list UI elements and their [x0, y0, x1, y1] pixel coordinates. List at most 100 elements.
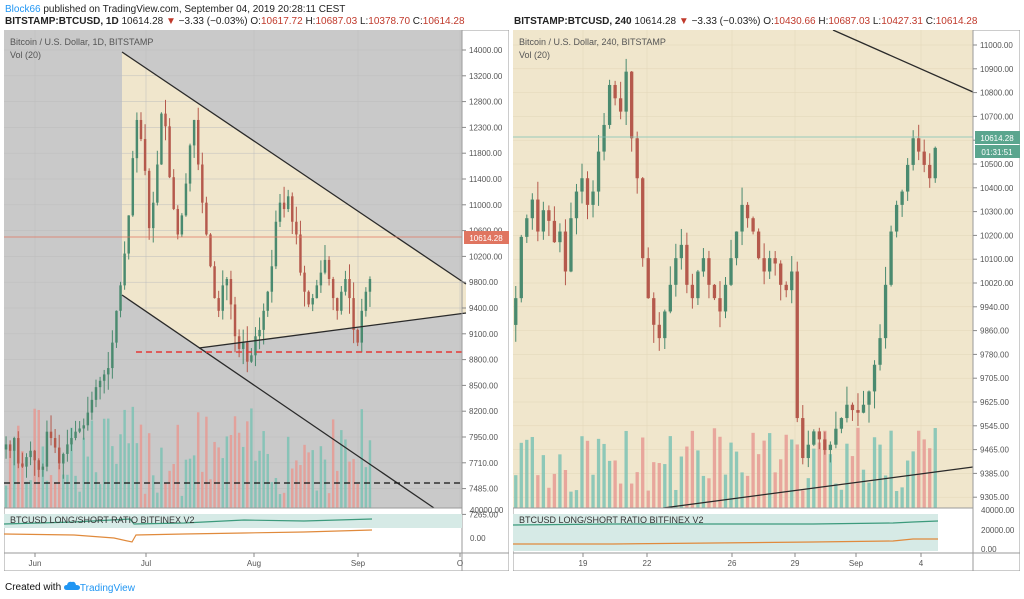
x-tick-label: Sep	[351, 559, 366, 568]
volume-bar	[547, 487, 551, 508]
candle-body	[519, 236, 523, 299]
candle-body	[107, 368, 110, 375]
volume-bar	[801, 490, 805, 508]
candle-body	[883, 284, 888, 339]
volume-bar	[812, 448, 816, 508]
volume-bar	[254, 460, 257, 508]
y-tick-label: 10300.00	[980, 208, 1014, 217]
candle-body	[33, 450, 36, 461]
volume-bar	[331, 419, 335, 508]
candle-body	[723, 284, 728, 312]
volume-bar	[164, 482, 167, 508]
candle-body	[62, 453, 65, 464]
left-close: 10614.28	[422, 16, 465, 27]
candle-body	[872, 364, 877, 392]
volume-bar	[894, 491, 899, 508]
candle-body	[168, 126, 171, 178]
y-tick-label: 7265.00	[469, 510, 498, 519]
candle-body	[176, 209, 180, 235]
candle-body	[922, 151, 926, 165]
volume-bar	[127, 443, 130, 508]
y-tick-label: 8200.00	[469, 407, 498, 416]
x-tick-label: 22	[643, 559, 652, 568]
candle-body	[768, 258, 772, 272]
candle-body	[558, 231, 562, 243]
candle-body	[801, 418, 805, 459]
candle-body	[323, 259, 327, 273]
volume-bar	[319, 446, 323, 508]
volume-bar	[115, 463, 118, 508]
tradingview-logo[interactable]: TradingView	[63, 581, 135, 594]
author-name[interactable]: Block66	[5, 4, 41, 15]
right-lower-trendline[interactable]	[662, 466, 974, 509]
volume-bar	[237, 432, 241, 508]
candle-body	[4, 444, 8, 450]
candle-body	[201, 164, 204, 203]
y-tick-label: 12800.00	[469, 98, 503, 107]
candle-body	[696, 271, 700, 299]
y-tick-label: 9100.00	[469, 330, 498, 339]
volume-bar	[585, 440, 590, 508]
right-high: 10687.03	[828, 16, 871, 27]
left-chart-title: Bitcoin / U.S. Dollar, 1D, BITSTAMP	[10, 37, 153, 47]
candle-body	[98, 380, 102, 388]
volume-bar	[756, 454, 761, 508]
candle-body	[119, 285, 122, 311]
right-longshort-orange-line	[513, 538, 938, 545]
candle-body	[266, 291, 269, 311]
volume-bar	[773, 472, 777, 508]
volume-bar	[563, 470, 568, 508]
candle-body	[585, 178, 590, 205]
candle-body	[784, 284, 788, 291]
volume-bar	[685, 446, 689, 508]
candle-body	[900, 191, 904, 205]
volume-bar	[250, 408, 253, 508]
volume-bar	[82, 437, 85, 508]
y-tick-label: 7950.00	[469, 433, 498, 442]
volume-bar	[291, 468, 294, 508]
candle-body	[368, 279, 372, 292]
left-down-arrow-icon: ▼	[165, 16, 176, 27]
candle-body	[756, 231, 761, 259]
candle-body	[861, 404, 866, 413]
y-tick-label: 8500.00	[469, 381, 498, 390]
left-symbol[interactable]: BITSTAMP:BTCUSD, 1D	[5, 16, 119, 27]
left-channel-line[interactable]	[121, 294, 435, 509]
candle-body	[618, 98, 623, 112]
volume-bar	[246, 421, 249, 508]
candle-body	[850, 404, 855, 411]
volume-bar	[928, 448, 932, 508]
volume-bar	[751, 432, 755, 508]
left-upper-trendline[interactable]	[121, 51, 467, 285]
candle-body	[729, 258, 733, 285]
volume-bar	[135, 443, 139, 508]
candle-body	[839, 418, 844, 429]
left-chart[interactable]: Bitcoin / U.S. Dollar, 1D, BITSTAMP Vol …	[4, 30, 509, 571]
left-lower-trendline[interactable]	[198, 312, 467, 349]
volume-bar	[696, 450, 700, 508]
volume-bar	[674, 489, 678, 508]
right-symbol[interactable]: BITSTAMP:BTCUSD, 240	[514, 16, 632, 27]
candle-body	[652, 298, 656, 325]
volume-bar	[311, 450, 314, 508]
candle-body	[17, 438, 20, 464]
volume-bar	[900, 487, 904, 508]
right-upper-trendline[interactable]	[832, 30, 974, 93]
candle-body	[192, 119, 196, 146]
right-low: 10427.31	[881, 16, 923, 27]
left-open-label: O:	[250, 16, 261, 27]
volume-bar	[856, 427, 860, 508]
y-tick-label: 10020.00	[980, 279, 1014, 288]
candle-body	[574, 191, 579, 219]
volume-bar	[745, 475, 750, 508]
volume-bar	[591, 474, 595, 508]
volume-bar	[98, 484, 102, 508]
candle-body	[607, 84, 612, 125]
volume-bar	[630, 483, 634, 508]
candle-body	[315, 285, 319, 299]
candle-body	[160, 113, 163, 165]
volume-bar	[221, 458, 224, 508]
right-high-label: H:	[818, 16, 829, 27]
right-chart[interactable]: Bitcoin / U.S. Dollar, 240, BITSTAMP Vol…	[513, 30, 1020, 571]
left-price: 10614.28	[121, 16, 164, 27]
